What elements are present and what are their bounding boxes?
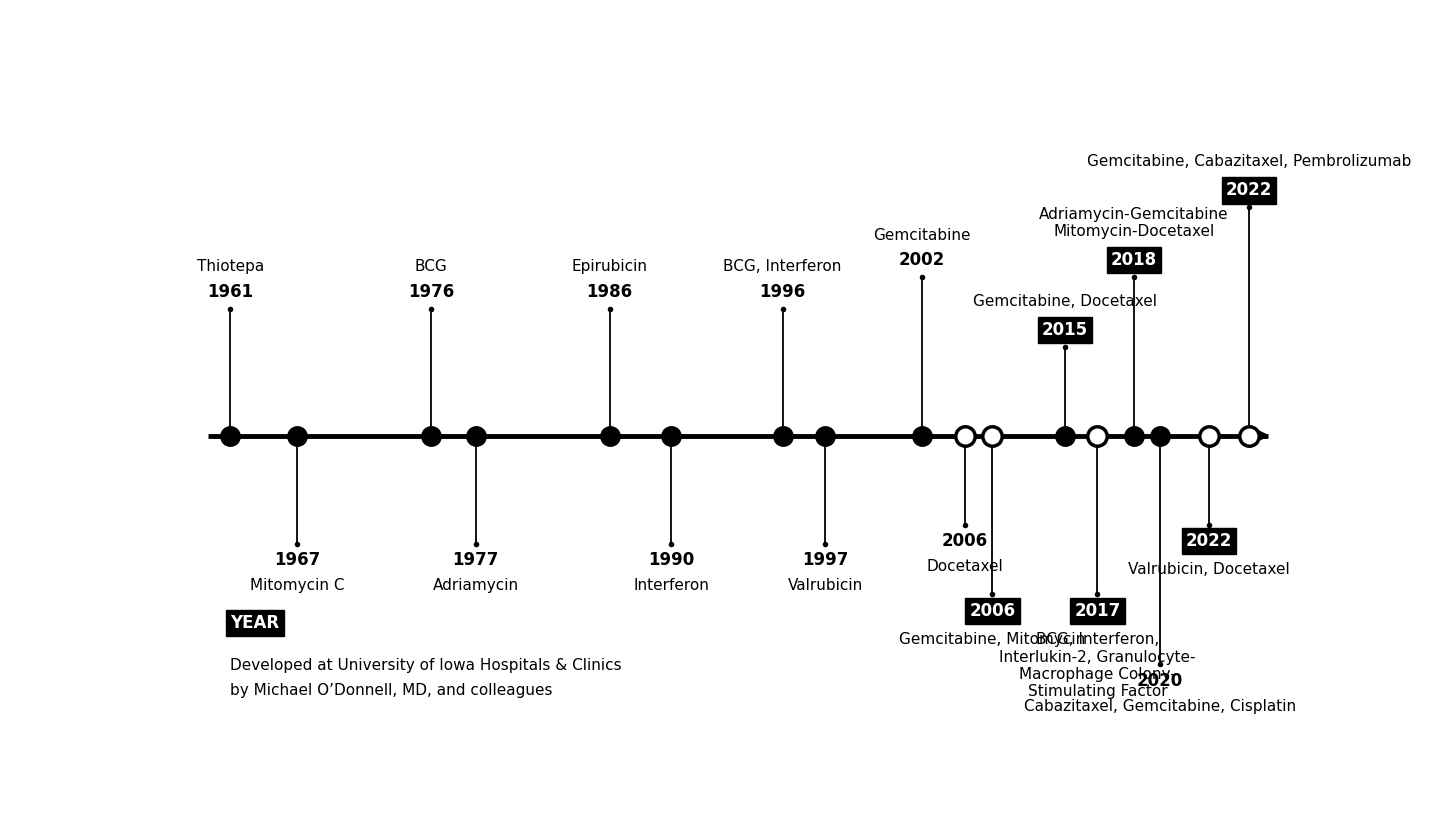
Text: Adriamycin: Adriamycin — [432, 578, 518, 593]
Text: Mitomycin C: Mitomycin C — [251, 578, 344, 593]
Text: 1976: 1976 — [408, 283, 454, 301]
Text: Epirubicin: Epirubicin — [572, 259, 648, 275]
Text: 2002: 2002 — [899, 252, 945, 269]
Text: Gemcitabine, Cabazitaxel, Pembrolizumab: Gemcitabine, Cabazitaxel, Pembrolizumab — [1087, 154, 1411, 169]
Text: 1977: 1977 — [452, 551, 498, 569]
Text: Adriamycin-Gemcitabine
Mitomycin-Docetaxel: Adriamycin-Gemcitabine Mitomycin-Docetax… — [1040, 207, 1228, 239]
Text: 2017: 2017 — [1074, 602, 1120, 620]
Text: 2022: 2022 — [1185, 532, 1233, 550]
Text: 2015: 2015 — [1043, 321, 1089, 339]
Text: 1961: 1961 — [207, 283, 253, 301]
Text: BCG, Interferon: BCG, Interferon — [723, 259, 842, 275]
Text: 1996: 1996 — [759, 283, 806, 301]
Text: Interferon: Interferon — [634, 578, 708, 593]
Text: Developed at University of Iowa Hospitals & Clinics: Developed at University of Iowa Hospital… — [230, 658, 622, 673]
Text: Docetaxel: Docetaxel — [926, 559, 1002, 574]
Text: 1990: 1990 — [648, 551, 694, 569]
Text: Gemcitabine: Gemcitabine — [874, 228, 971, 243]
Text: 2018: 2018 — [1112, 252, 1158, 269]
Text: 2006: 2006 — [969, 602, 1015, 620]
Text: 2020: 2020 — [1136, 672, 1184, 690]
Text: 1986: 1986 — [586, 283, 632, 301]
Text: Valrubicin, Docetaxel: Valrubicin, Docetaxel — [1128, 563, 1290, 578]
Text: YEAR: YEAR — [230, 614, 279, 632]
Text: Thiotepa: Thiotepa — [197, 259, 264, 275]
Text: Gemcitabine, Docetaxel: Gemcitabine, Docetaxel — [973, 294, 1156, 309]
Text: BCG: BCG — [415, 259, 448, 275]
Text: 1997: 1997 — [802, 551, 848, 569]
Text: Gemcitabine, Mitomycin: Gemcitabine, Mitomycin — [900, 632, 1086, 648]
Text: 1967: 1967 — [274, 551, 320, 569]
Text: by Michael O’Donnell, MD, and colleagues: by Michael O’Donnell, MD, and colleagues — [230, 683, 553, 699]
Text: Cabazitaxel, Gemcitabine, Cisplatin: Cabazitaxel, Gemcitabine, Cisplatin — [1024, 699, 1296, 714]
Text: 2022: 2022 — [1225, 182, 1273, 200]
Text: BCG, Interferon,
Interlukin-2, Granulocyte-
Macrophage Colony-
Stimulating Facto: BCG, Interferon, Interlukin-2, Granulocy… — [999, 632, 1195, 700]
Text: 2006: 2006 — [942, 532, 988, 550]
Text: Valrubicin: Valrubicin — [788, 578, 863, 593]
